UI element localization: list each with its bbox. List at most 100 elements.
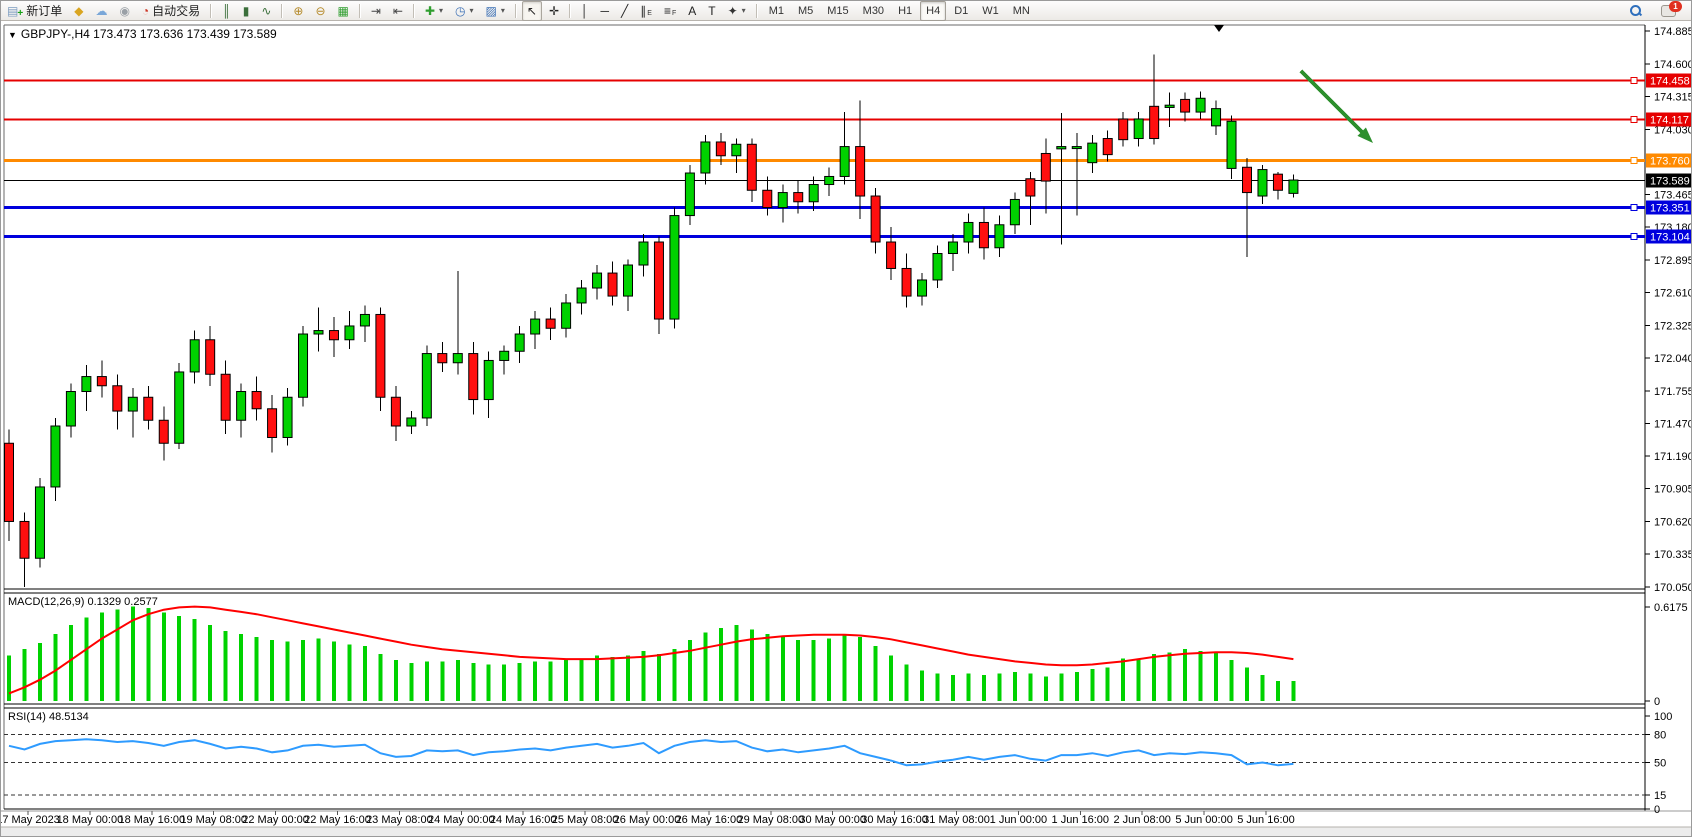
chart-shift-marker[interactable]: [1214, 25, 1224, 32]
svg-text:173.465: 173.465: [1654, 189, 1692, 201]
svg-text:17 May 2023: 17 May 2023: [1, 814, 60, 826]
macd-axis[interactable]: 0.6175 0: [1645, 602, 1688, 708]
trend-arrow-annotation[interactable]: [1299, 69, 1373, 143]
resistance-line-1[interactable]: [4, 77, 1645, 84]
notification-badge: 1: [1669, 1, 1682, 12]
signal-button[interactable]: ◉: [114, 1, 134, 21]
trendline-button[interactable]: ╱: [616, 1, 633, 21]
text-button[interactable]: A: [683, 1, 701, 21]
line-handle: [1630, 77, 1638, 84]
timeframe-m1[interactable]: M1: [768, 4, 784, 17]
cursor-icon: ↖: [526, 3, 537, 18]
pane-frames: [1, 24, 1691, 828]
toolbar-separator: [755, 3, 758, 18]
svg-text:22 May 00:00: 22 May 00:00: [242, 814, 309, 826]
svg-text:172.610: 172.610: [1654, 288, 1692, 300]
chevron-down-icon[interactable]: ▾: [500, 6, 505, 15]
rsi-axis[interactable]: 100 80 50 15 0: [1645, 711, 1672, 816]
timeframe-m30[interactable]: M30: [862, 4, 885, 17]
chart-shift-button[interactable]: ⇤: [388, 1, 408, 21]
indicators-button[interactable]: ✚ ▾: [420, 1, 448, 21]
bar-chart-button[interactable]: ║: [217, 1, 236, 21]
auto-trading-button[interactable]: ◔ 自动交易: [137, 1, 205, 21]
rsi-pane: [4, 734, 1645, 796]
zoom-in-button[interactable]: ⊕: [288, 1, 308, 21]
line-handle: [1630, 204, 1638, 211]
svg-text:170.905: 170.905: [1654, 484, 1692, 496]
publish-chart-button[interactable]: ☁: [90, 1, 112, 21]
label-button[interactable]: T: [703, 1, 720, 21]
macd-indicator-label: MACD(12,26,9) 0.1329 0.2577: [8, 596, 158, 608]
svg-text:1 Jun 16:00: 1 Jun 16:00: [1052, 814, 1110, 826]
label-icon: T: [708, 3, 716, 18]
new-order-button[interactable]: ▤ + 新订单: [2, 1, 67, 21]
macd-pane: [7, 605, 1296, 701]
periods-icon: ◷: [455, 3, 466, 18]
periods-button[interactable]: ◷ ▾: [450, 1, 479, 21]
fibonacci-icon: ≡: [663, 3, 671, 18]
chevron-down-icon[interactable]: ▾: [741, 6, 746, 15]
cursor-button[interactable]: ↖: [521, 1, 542, 21]
svg-text:174.458: 174.458: [1650, 76, 1690, 88]
line-chart-button[interactable]: ∿: [256, 1, 276, 21]
signal-icon: ◉: [119, 3, 130, 18]
vertical-line-button[interactable]: │: [576, 1, 594, 21]
search-button[interactable]: [1625, 1, 1646, 21]
svg-text:80: 80: [1654, 730, 1666, 742]
fibonacci-button[interactable]: ≡ F: [659, 1, 681, 21]
line-handle: [1630, 157, 1638, 164]
gold-button[interactable]: ◆: [69, 1, 88, 21]
svg-text:18 May 16:00: 18 May 16:00: [118, 814, 185, 826]
svg-text:29 May 08:00: 29 May 08:00: [737, 814, 804, 826]
shapes-button[interactable]: ✦ ▾: [723, 1, 751, 21]
bid-price-line-price-badge: 173.589: [1646, 173, 1691, 188]
plus-icon: +: [17, 8, 24, 19]
gold-icon: ◆: [74, 3, 84, 18]
svg-text:26 May 16:00: 26 May 16:00: [676, 814, 743, 826]
chevron-down-icon[interactable]: ▾: [439, 6, 444, 15]
toolbar-separator: [569, 3, 572, 18]
tile-windows-button[interactable]: ▦: [333, 1, 354, 21]
price-axis[interactable]: 174.885 174.600 174.315 174.030 173.465 173.1…: [1645, 26, 1692, 594]
svg-text:18 May 00:00: 18 May 00:00: [57, 814, 124, 826]
chevron-down-icon[interactable]: ▾: [469, 6, 474, 15]
horizontal-line-button[interactable]: ─: [596, 1, 615, 21]
line-chart-icon: ∿: [261, 3, 272, 18]
support-line-2[interactable]: [4, 233, 1645, 240]
resistance-line-2[interactable]: [4, 116, 1645, 123]
timeframe-h1[interactable]: H1: [898, 4, 913, 17]
svg-text:25 May 08:00: 25 May 08:00: [552, 814, 619, 826]
timeframe-d1[interactable]: D1: [954, 4, 969, 17]
timeframe-m5[interactable]: M5: [797, 4, 814, 17]
chat-button[interactable]: 1: [1656, 1, 1682, 21]
svg-text:31 May 08:00: 31 May 08:00: [923, 814, 990, 826]
auto-scroll-button[interactable]: ⇥: [366, 1, 386, 21]
crosshair-button[interactable]: ✛: [544, 1, 564, 21]
zoom-out-button[interactable]: ⊖: [310, 1, 330, 21]
pivot-line[interactable]: [4, 157, 1645, 164]
templates-button[interactable]: ▨ ▾: [481, 1, 510, 21]
publish-chart-icon: ☁: [95, 3, 108, 18]
crosshair-icon: ✛: [548, 3, 560, 18]
support-line-1[interactable]: [4, 204, 1645, 211]
channel-icon: ∥: [640, 3, 647, 18]
svg-text:26 May 00:00: 26 May 00:00: [614, 814, 681, 826]
chart-menu-arrow-icon[interactable]: ▼: [8, 30, 17, 40]
rsi-indicator-label: RSI(14) 48.5134: [8, 711, 89, 723]
timeframe-mn[interactable]: MN: [1012, 4, 1030, 17]
timeframe-m15[interactable]: M15: [827, 4, 849, 17]
svg-text:174.315: 174.315: [1654, 92, 1692, 104]
candlestick-button[interactable]: ▮: [238, 1, 255, 21]
timeframe-h4[interactable]: H4: [920, 1, 947, 21]
svg-text:24 May 00:00: 24 May 00:00: [428, 814, 495, 826]
svg-text:171.190: 171.190: [1654, 451, 1692, 463]
svg-text:170.620: 170.620: [1654, 516, 1692, 528]
chart-title-bar: ▼ GBPJPY-,H4 173.473 173.636 173.439 173.…: [8, 27, 277, 41]
channel-sub-label: E: [647, 10, 652, 17]
timeframe-w1[interactable]: W1: [982, 4, 999, 17]
svg-text:170.335: 170.335: [1654, 549, 1692, 561]
channel-button[interactable]: ∥ E: [635, 1, 657, 21]
line-handle: [1630, 116, 1638, 123]
